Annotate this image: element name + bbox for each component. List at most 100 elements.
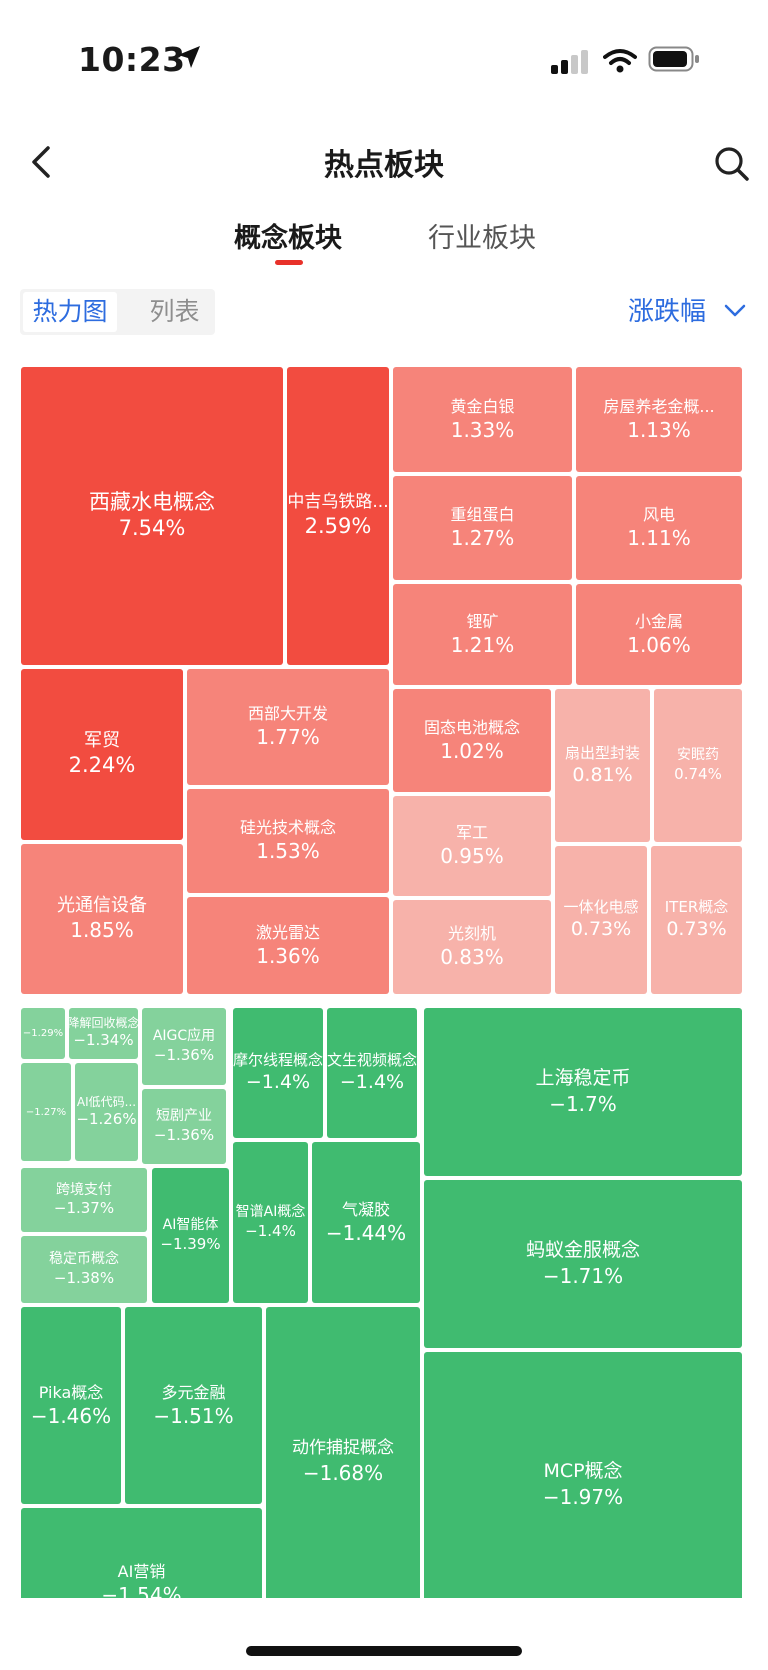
nav-bar: 热点板块 [0,130,768,192]
heatmap-cell[interactable]: 光通信设备 1.85% [21,844,183,994]
sector-change: 1.02% [440,738,504,763]
search-icon[interactable] [712,144,752,184]
heatmap-cell[interactable]: 稳定币概念 −1.38% [21,1236,147,1303]
sector-change: −1.51% [153,1403,234,1428]
sector-name: 多元金融 [161,1382,226,1402]
heatmap-cell[interactable]: 短剧产业 −1.36% [142,1089,226,1164]
category-tabs: 概念板块 行业板块 [0,216,768,270]
heatmap-cell[interactable]: 西藏水电概念 7.54% [21,367,283,665]
back-icon[interactable] [22,142,62,182]
sector-name: 文生视频概念 [327,1051,417,1070]
sector-name: 西藏水电概念 [89,490,215,515]
heatmap-cell[interactable]: −1.29% [21,1008,65,1059]
heatmap-cell[interactable]: 军贸 2.24% [21,669,183,840]
sector-name: 上海稳定币 [535,1067,631,1090]
sector-change: −1.71% [542,1263,624,1288]
heatmap-cell[interactable]: 小金属 1.06% [576,584,742,685]
heatmap-cell[interactable]: 跨境支付 −1.37% [21,1168,147,1232]
sector-change: −1.4% [245,1071,311,1094]
sector-change: −1.97% [542,1484,624,1509]
sector-name: 气凝胶 [341,1199,390,1219]
sector-name: 西部大开发 [247,704,328,723]
list-view-button[interactable]: 列表 [149,297,200,326]
sector-name: 中吉乌铁路... [287,491,389,512]
sector-name: 稳定币概念 [49,1251,119,1267]
heatmap-cell[interactable]: 动作捕捉概念 −1.68% [266,1307,420,1617]
heatmap-cell[interactable]: ITER概念 0.73% [651,846,742,994]
heatmap-cell[interactable]: 智谱AI概念 −1.4% [233,1142,308,1303]
sector-change: 1.21% [450,632,515,657]
sector-name: 一体化电感 [563,898,639,917]
sector-name: 锂矿 [466,611,499,631]
heatmap-cell[interactable]: 文生视频概念 −1.4% [327,1008,417,1138]
sector-change: 1.06% [627,632,691,657]
sector-name: AIGC应用 [152,1028,216,1044]
status-time: 10:23 [78,40,186,79]
heatmap-cell[interactable]: 黄金白银 1.33% [393,367,572,472]
view-toggle: 热力图 列表 [20,289,215,335]
heatmap-cell[interactable]: 激光雷达 1.36% [187,897,389,994]
heatmap-cell[interactable]: 多元金融 −1.51% [125,1307,262,1504]
sector-name: 军贸 [84,729,120,751]
heatmap-cell[interactable]: 风电 1.11% [576,476,742,580]
sector-change: −1.7% [549,1091,617,1116]
sector-name: Pika概念 [38,1382,104,1402]
tab-concept-sectors[interactable]: 概念板块 [234,223,342,254]
heatmap-cell[interactable]: 降解回收概念 −1.34% [69,1008,138,1059]
heatmap-cell[interactable]: 气凝胶 −1.44% [312,1142,420,1303]
heatmap-cell[interactable]: 固态电池概念 1.02% [393,689,551,792]
heatmap-cell[interactable]: 安眠药 0.74% [654,689,742,842]
bottom-safe-area [0,1598,768,1670]
sector-change: 1.13% [627,417,691,442]
sector-change: 0.74% [674,764,722,783]
heatmap-cell[interactable]: 军工 0.95% [393,796,551,896]
sector-name: 小金属 [634,611,683,631]
heatmap-cell[interactable]: 光刻机 0.83% [393,900,551,994]
sector-change: 2.24% [68,753,136,778]
battery-icon [648,46,699,72]
sector-name: AI智能体 [162,1217,219,1233]
location-arrow-icon [178,46,200,68]
sector-change: −1.4% [245,1221,296,1240]
sector-name: 安眠药 [677,747,719,763]
sector-change: −1.27% [25,1106,67,1118]
sector-change: 1.85% [70,918,134,943]
home-indicator[interactable] [246,1646,522,1656]
heatmap-cell[interactable]: 上海稳定币 −1.7% [424,1008,742,1176]
heatmap-cell[interactable]: 蚂蚁金服概念 −1.71% [424,1180,742,1348]
sector-change: 0.95% [440,844,504,868]
heatmap-cell[interactable]: 重组蛋白 1.27% [393,476,572,580]
heatmap-cell[interactable]: 房屋养老金概... 1.13% [576,367,742,472]
heatmap-cell[interactable]: MCP概念 −1.97% [424,1352,742,1618]
sector-name: 固态电池概念 [423,717,520,737]
heatmap-cell[interactable]: AIGC应用 −1.36% [142,1008,226,1085]
heatmap-cell[interactable]: 一体化电感 0.73% [555,846,647,994]
sector-change: 0.83% [440,945,504,969]
heatmap-cell[interactable]: AI智能体 −1.39% [152,1168,229,1303]
heatmap-cell[interactable]: AI低代码... −1.26% [75,1063,138,1161]
heatmap-cell[interactable]: 中吉乌铁路... 2.59% [287,367,389,665]
sector-change: 1.33% [450,417,515,442]
heatmap-cell[interactable]: 硅光技术概念 1.53% [187,789,389,893]
sector-name: 智谱AI概念 [235,1204,306,1220]
tab-industry-sectors[interactable]: 行业板块 [428,223,536,254]
sector-name: 激光雷达 [255,922,320,942]
sector-name: ITER概念 [664,898,729,917]
heatmap-cell[interactable]: Pika概念 −1.46% [21,1307,121,1504]
sector-name: 蚂蚁金服概念 [525,1239,640,1262]
chevron-down-icon[interactable] [724,304,746,318]
heatmap-cell[interactable]: 西部大开发 1.77% [187,669,389,785]
sector-change: 1.11% [627,526,691,550]
heatmap-view-button[interactable]: 热力图 [23,292,117,332]
sector-change: −1.44% [325,1220,407,1245]
heatmap-cell[interactable]: 扇出型封装 0.81% [555,689,650,842]
heatmap-cell[interactable]: 锂矿 1.21% [393,584,572,685]
sort-dropdown[interactable]: 涨跌幅 [628,297,707,327]
heatmap-cell[interactable]: 摩尔线程概念 −1.4% [233,1008,323,1138]
sector-change: 1.53% [256,839,320,863]
sector-name: 降解回收概念 [69,1016,138,1031]
sector-change: −1.68% [302,1460,384,1485]
heatmap-cell[interactable]: −1.27% [21,1063,71,1161]
sector-change: −1.4% [339,1071,405,1094]
sector-change: −1.36% [153,1125,215,1144]
